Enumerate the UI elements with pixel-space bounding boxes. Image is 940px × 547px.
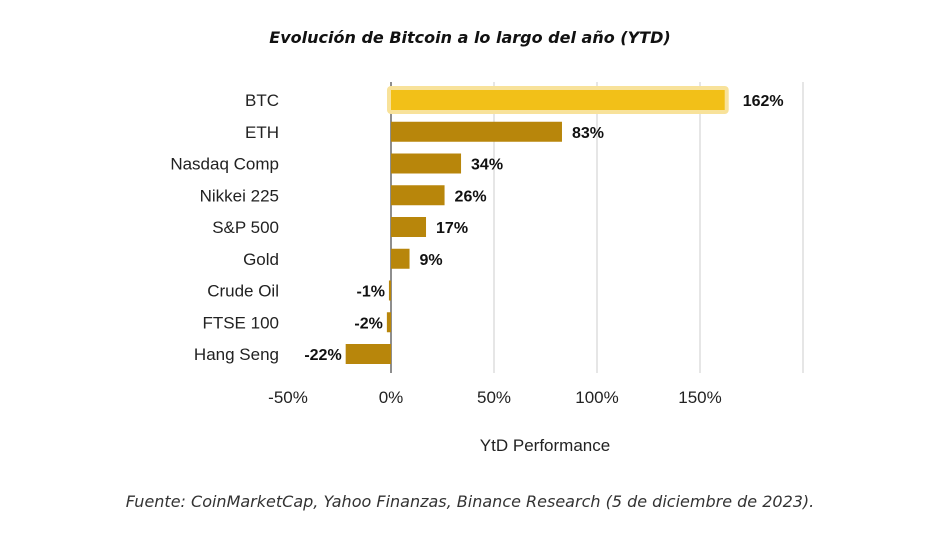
category-label: Hang Seng bbox=[194, 345, 279, 364]
value-label: 26% bbox=[455, 188, 487, 205]
bars bbox=[345, 86, 729, 364]
x-tick-label: 50% bbox=[477, 388, 511, 407]
x-tick-label: 100% bbox=[575, 388, 618, 407]
x-axis-title: YtD Performance bbox=[480, 436, 610, 455]
bar-crude-oil bbox=[388, 280, 391, 301]
bar-hang-seng bbox=[345, 344, 391, 364]
value-label: 34% bbox=[471, 157, 503, 174]
value-label: 83% bbox=[572, 125, 604, 142]
labels: -50% 0% 50% 100% 150% BTC 162% ETH 83% Nasdaq Com… bbox=[170, 91, 783, 407]
value-label: 17% bbox=[436, 220, 468, 237]
category-label: BTC bbox=[245, 91, 279, 110]
category-label: Crude Oil bbox=[207, 282, 279, 301]
value-label: 9% bbox=[420, 252, 443, 269]
category-label: Gold bbox=[243, 250, 279, 269]
category-label: Nikkei 225 bbox=[200, 186, 279, 205]
value-label: 162% bbox=[743, 93, 784, 110]
x-tick-label: 150% bbox=[678, 388, 721, 407]
category-label: FTSE 100 bbox=[202, 313, 279, 332]
bar-nasdaq-comp bbox=[391, 153, 462, 174]
value-label: -1% bbox=[356, 284, 384, 301]
chart-title: Evolución de Bitcoin a lo largo del año … bbox=[269, 28, 671, 47]
category-label: ETH bbox=[245, 123, 279, 142]
bar-btc bbox=[391, 90, 725, 110]
value-label: -2% bbox=[354, 315, 382, 332]
category-label: S&P 500 bbox=[212, 218, 279, 237]
bar-chart: -50% 0% 50% 100% 150% BTC 162% ETH 83% Nasdaq Com… bbox=[170, 82, 804, 455]
bar-eth bbox=[391, 121, 562, 142]
bar-gold bbox=[391, 248, 410, 269]
x-tick-label: 0% bbox=[379, 388, 404, 407]
value-label: -22% bbox=[304, 347, 341, 364]
source-caption: Fuente: CoinMarketCap, Yahoo Finanzas, B… bbox=[125, 492, 815, 511]
x-tick-label: -50% bbox=[268, 388, 308, 407]
bar-ftse-100 bbox=[386, 312, 391, 333]
bar-nikkei-225 bbox=[391, 185, 445, 206]
bar-s-p-500 bbox=[391, 217, 427, 237]
category-label: Nasdaq Comp bbox=[170, 155, 279, 174]
